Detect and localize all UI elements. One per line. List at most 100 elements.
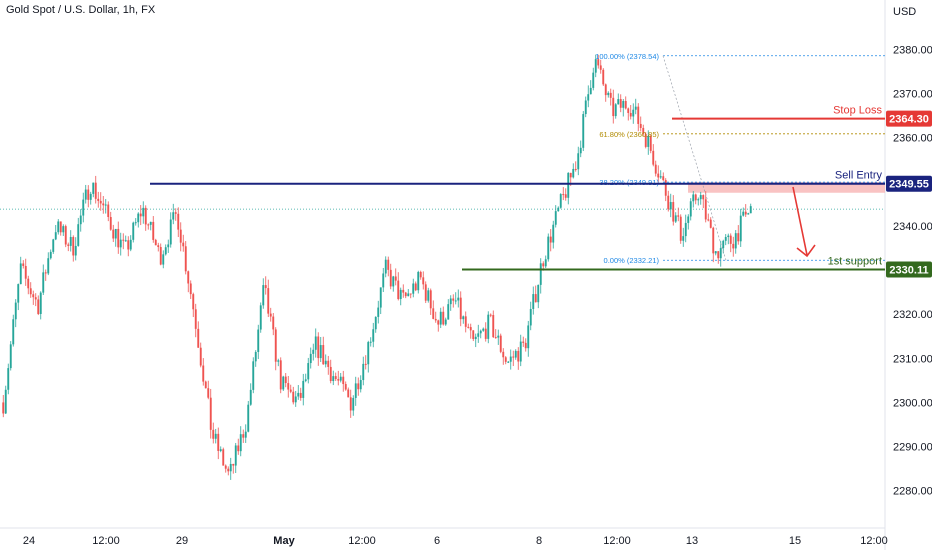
candle-body xyxy=(539,263,542,285)
candle-body xyxy=(104,204,107,206)
candle-body xyxy=(522,341,525,343)
candle-body xyxy=(409,293,412,295)
y-tick-label: 2370.00 xyxy=(893,88,932,100)
candle-body xyxy=(429,290,432,309)
candle-body xyxy=(372,329,375,342)
candle-body xyxy=(734,233,737,249)
candle-body xyxy=(637,106,640,124)
candle-body xyxy=(554,211,557,225)
candle-body xyxy=(117,228,120,248)
candle-body xyxy=(399,289,402,300)
candle-body xyxy=(194,309,197,329)
candle-body xyxy=(142,207,145,217)
candle-body xyxy=(314,336,317,350)
candle-body xyxy=(364,363,367,365)
candle-body xyxy=(402,289,405,293)
candle-body xyxy=(464,316,467,327)
candle-body xyxy=(659,176,662,178)
candle-body xyxy=(732,243,735,249)
candle-body xyxy=(4,389,7,414)
candle-body xyxy=(504,357,507,362)
candle-body xyxy=(389,269,392,287)
candle-body xyxy=(702,195,705,200)
candle-body xyxy=(144,207,147,225)
trade-levels[interactable]: Stop Loss 2364.30 Sell Entry 2349.55 1st sup… xyxy=(150,105,932,278)
candle-body xyxy=(357,383,360,390)
candle-body xyxy=(349,397,352,411)
candle-body xyxy=(232,463,235,466)
candle-body xyxy=(67,244,70,246)
x-axis-ticks[interactable]: 24 12:00 29 May 12:00 6 12:00 8 13 15 12:00 xyxy=(23,535,888,547)
candle-body xyxy=(309,353,312,364)
y-tick-label: 2360.00 xyxy=(893,133,932,145)
level-label: Sell Entry xyxy=(835,170,883,182)
candle-body xyxy=(617,99,620,105)
candle-body xyxy=(662,176,665,181)
candle-body xyxy=(224,465,227,469)
candle-body xyxy=(179,229,182,243)
candle-body xyxy=(697,199,700,201)
candle-body xyxy=(282,376,285,390)
candle-body xyxy=(542,263,545,267)
candle-body xyxy=(77,224,80,246)
candle-body xyxy=(172,212,175,220)
candle-body xyxy=(342,376,345,385)
fibonacci-retracement[interactable]: 100.00% (2378.54) 61.80% (2360.85) 38.20% … xyxy=(595,52,885,265)
candle-body xyxy=(59,221,62,233)
candle-body xyxy=(579,147,582,154)
candle-body xyxy=(334,376,337,380)
candle-body xyxy=(382,273,385,288)
candle-body xyxy=(254,351,257,362)
candle-body xyxy=(597,59,600,66)
candle-body xyxy=(674,215,677,222)
candle-body xyxy=(472,330,475,340)
candle-body xyxy=(549,236,552,243)
candle-body xyxy=(267,288,270,314)
candle-body xyxy=(257,329,260,352)
candle-body xyxy=(619,99,622,108)
candle-body xyxy=(457,297,460,301)
candle-body xyxy=(667,195,670,210)
candle-body xyxy=(559,194,562,208)
candle-body xyxy=(387,259,390,270)
candle-body xyxy=(49,251,52,259)
candle-body xyxy=(367,342,370,365)
candle-body xyxy=(622,100,625,108)
candle-body xyxy=(229,463,232,472)
candle-body xyxy=(569,172,572,178)
candle-body xyxy=(417,271,420,291)
candle-body xyxy=(214,433,217,439)
x-tick-label: 24 xyxy=(23,535,35,547)
candle-body xyxy=(319,345,322,359)
candle-body xyxy=(64,226,67,245)
candle-body xyxy=(207,388,210,398)
candle-body xyxy=(352,397,355,411)
candle-body xyxy=(479,330,482,334)
candle-body xyxy=(394,276,397,281)
candle-body xyxy=(369,341,372,343)
candle-body xyxy=(112,229,115,239)
candle-body xyxy=(174,212,177,214)
candle-body xyxy=(587,94,590,101)
candle-body xyxy=(467,326,470,328)
candle-body xyxy=(264,285,267,289)
x-tick-label: 15 xyxy=(789,535,801,547)
candle-body xyxy=(552,224,555,243)
candle-body xyxy=(574,168,577,170)
candle-body xyxy=(132,222,135,240)
candle-body xyxy=(379,287,382,308)
candle-body xyxy=(287,383,290,390)
candle-body xyxy=(532,294,535,309)
candle-body xyxy=(347,389,350,398)
candle-body xyxy=(602,69,605,85)
candle-body xyxy=(719,248,722,259)
candle-body xyxy=(237,445,240,452)
candle-body xyxy=(682,236,685,241)
candle-body xyxy=(614,104,617,117)
candle-body xyxy=(729,235,732,244)
level-label: 1st support xyxy=(828,256,882,268)
level-label: Stop Loss xyxy=(833,105,882,117)
candle-body xyxy=(489,314,492,316)
candle-body xyxy=(514,350,517,358)
